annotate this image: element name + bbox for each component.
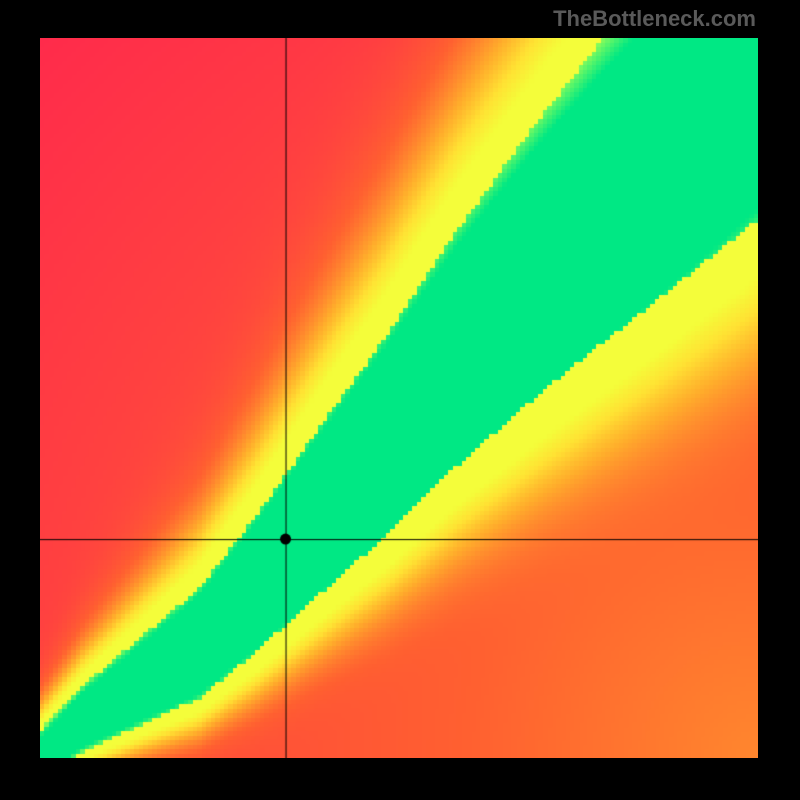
watermark-text: TheBottleneck.com bbox=[553, 6, 756, 32]
heatmap-chart bbox=[40, 38, 758, 758]
heatmap-canvas bbox=[40, 38, 758, 758]
chart-outer-frame: TheBottleneck.com bbox=[0, 0, 800, 800]
